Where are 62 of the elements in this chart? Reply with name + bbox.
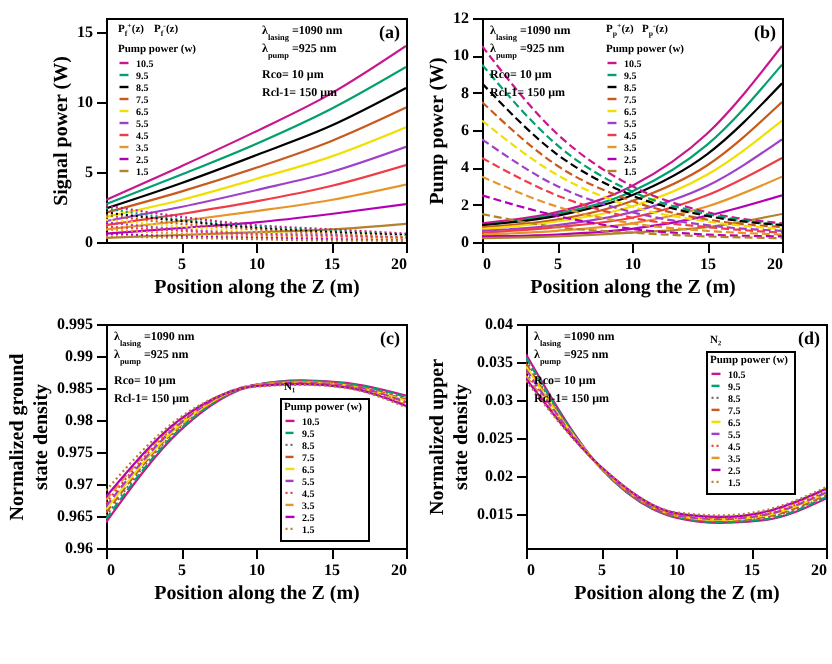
- x-tick-label: 20: [391, 561, 407, 579]
- y-tick-label: 0.03: [485, 390, 513, 409]
- y-axis-title: Normalized upper state density: [427, 357, 473, 516]
- y-tick-label: 0.975: [57, 443, 93, 461]
- y-tick-label: 0.985: [57, 379, 93, 397]
- y-axis-title: Normalized ground state density: [7, 352, 53, 521]
- line-series: [106, 44, 406, 202]
- y-tick-label: 0.025: [477, 428, 513, 447]
- annotation: (c): [380, 328, 400, 348]
- y-tick-label: 0.015: [477, 504, 513, 523]
- y-axis-title: Signal power (W): [51, 56, 73, 206]
- y-tick-label: 4: [461, 158, 469, 177]
- x-tick-label: 5: [178, 561, 186, 579]
- x-tick-label: 10: [625, 255, 641, 273]
- annotation: (a): [379, 22, 400, 42]
- y-tick-label: 0.97: [65, 475, 93, 493]
- x-tick-label: 10: [669, 561, 685, 579]
- x-axis-title: Position along the Z (m): [154, 583, 360, 605]
- x-tick-label: 5: [598, 561, 606, 579]
- x-axis-title: Position along the Z (m): [574, 583, 780, 605]
- x-tick-label: 15: [324, 561, 340, 579]
- y-tick-label: 6: [461, 121, 469, 139]
- line-series: [482, 119, 782, 231]
- y-tick-label: 0.99: [65, 347, 93, 365]
- line-series: [482, 156, 782, 234]
- x-tick-label: 10: [249, 255, 265, 273]
- y-tick-label: 0.965: [57, 507, 93, 525]
- y-tick-label: 0.995: [57, 315, 93, 333]
- y-tick-label: 8: [461, 83, 469, 102]
- x-tick-label: 5: [554, 255, 562, 273]
- x-tick-label: 15: [324, 255, 340, 273]
- x-tick-label: 0: [107, 561, 115, 579]
- x-axis-title: Position along the Z (m): [154, 277, 360, 299]
- line-series: [482, 212, 782, 240]
- x-tick-label: 20: [811, 561, 827, 579]
- y-tick-label: 0.98: [65, 411, 93, 429]
- x-tick-label: 5: [178, 255, 186, 273]
- y-tick-label: 10: [77, 93, 93, 111]
- x-tick-label: 0: [527, 561, 535, 579]
- annotation: (d): [798, 328, 820, 348]
- y-tick-label: 0.02: [485, 466, 513, 485]
- x-tick-label: 10: [249, 561, 265, 579]
- y-axis-title: Pump power (W): [427, 57, 449, 205]
- x-tick-label: 15: [744, 561, 760, 579]
- line-series: [482, 138, 782, 232]
- x-tick-label: 15: [700, 255, 716, 273]
- y-tick-label: 12: [453, 9, 469, 27]
- line-series: [482, 175, 782, 236]
- x-axis-title: Position along the Z (m): [530, 277, 736, 299]
- y-tick-label: 2: [461, 195, 469, 214]
- y-tick-label: 10: [453, 46, 469, 65]
- y-tick-label: 0.04: [485, 315, 513, 333]
- y-tick-label: 0.96: [65, 539, 93, 557]
- y-tick-label: 0: [461, 233, 469, 251]
- annotation: (b): [754, 22, 776, 42]
- y-tick-label: 5: [85, 163, 93, 181]
- y-tick-label: 15: [77, 23, 93, 41]
- line-series: [482, 194, 782, 238]
- y-tick-label: 0.035: [477, 352, 513, 371]
- y-tick-label: 0: [85, 233, 93, 251]
- x-tick-label: 20: [767, 255, 783, 273]
- x-tick-label: 20: [391, 255, 407, 273]
